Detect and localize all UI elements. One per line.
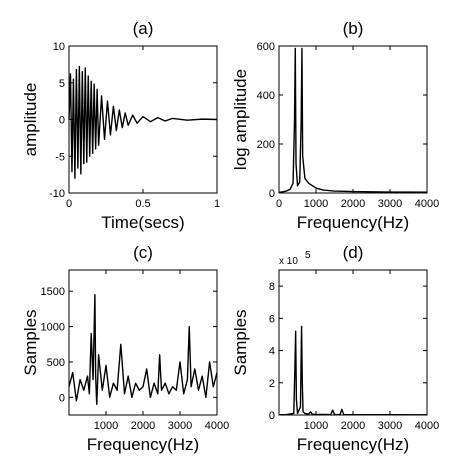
y-tick-label: 200 (257, 139, 275, 151)
y-tick-label: 400 (257, 90, 275, 102)
x-tick-label: 2000 (341, 420, 365, 432)
x-tick-label: 4000 (415, 198, 439, 210)
x-tick-label: 1000 (304, 198, 328, 210)
y-tick-label: 1500 (41, 286, 65, 298)
panel-title: (d) (343, 243, 364, 262)
x-tick-label: 4000 (205, 420, 229, 432)
y-tick-label: -10 (49, 188, 65, 200)
y-tick-label: 0 (59, 392, 65, 404)
x-tick-label: 0 (276, 198, 282, 210)
y-tick-label: 0 (269, 188, 275, 200)
y-axis-label: Samples (231, 309, 250, 375)
panel-title: (a) (133, 19, 154, 38)
y-tick-label: 10 (53, 41, 65, 53)
chart-panel: (d) 1000 2000 3000 4000 0 2 4 6 8 Frequency(Hz) Sam… (231, 243, 439, 454)
x-tick-label: 0 (66, 198, 72, 210)
y-tick-label: -5 (55, 151, 65, 163)
y-axis-label: amplitude (21, 83, 40, 157)
y-tick-label: 6 (269, 313, 275, 325)
x-tick-label: 0.5 (135, 198, 150, 210)
y-tick-label: 600 (257, 41, 275, 53)
series-line (68, 65, 218, 179)
y-exponent-label: x 10 (279, 256, 298, 267)
y-axis-label: Samples (21, 309, 40, 375)
series-line (278, 47, 428, 193)
x-tick-label: 2000 (341, 198, 365, 210)
y-tick-label: 0 (269, 410, 275, 422)
panel-title: (c) (133, 243, 153, 262)
chart-panel: (c) 1000 2000 3000 4000 0 500 1000 1500 Frequency… (21, 243, 229, 454)
y-tick-label: 8 (269, 281, 275, 293)
y-tick-label: 0 (59, 115, 65, 127)
x-tick-label: 2000 (131, 420, 155, 432)
x-tick-label: 3000 (378, 420, 402, 432)
y-tick-label: 2 (269, 378, 275, 390)
x-tick-label: 3000 (168, 420, 192, 432)
panel-title: (b) (343, 19, 364, 38)
x-axis-label: Frequency(Hz) (297, 435, 409, 454)
x-tick-label: 1000 (304, 420, 328, 432)
x-tick-label: 1000 (94, 420, 118, 432)
y-exponent-power: 5 (305, 250, 311, 261)
y-tick-label: 4 (269, 346, 275, 358)
x-tick-label: 4000 (415, 420, 439, 432)
x-axis-label: Frequency(Hz) (87, 435, 199, 454)
chart-panel: (a) 0 0.5 1 -10 -5 0 5 10 Time(secs) amplitude (21, 19, 220, 232)
x-tick-label: 3000 (378, 198, 402, 210)
y-tick-label: 500 (47, 357, 65, 369)
y-tick-label: 5 (59, 78, 65, 90)
y-axis-label: log amplitude (231, 69, 250, 170)
x-axis-label: Time(secs) (101, 213, 184, 232)
x-tick-label: 1 (214, 198, 220, 210)
x-axis-label: Frequency(Hz) (297, 213, 409, 232)
y-tick-label: 1000 (41, 322, 65, 334)
series-line (68, 294, 218, 406)
chart-panel: (b) 0 1000 2000 3000 4000 0 200 400 600 Frequency(… (231, 19, 439, 232)
series-line (278, 325, 428, 416)
